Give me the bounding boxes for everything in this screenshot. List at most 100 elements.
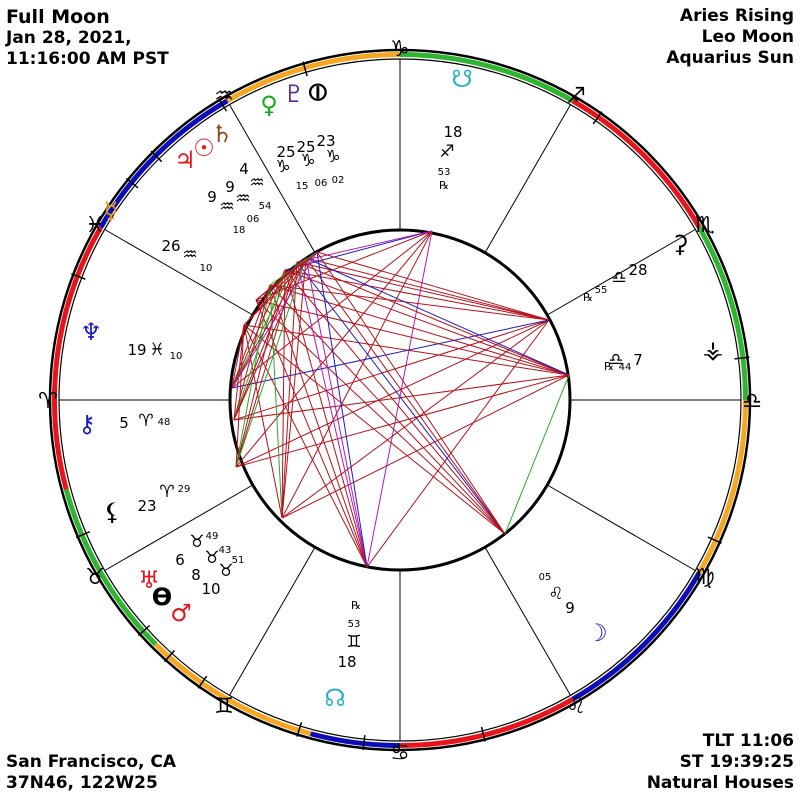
planet-tick xyxy=(150,150,163,163)
element-arcs xyxy=(51,52,748,748)
aspect-line xyxy=(296,261,506,535)
aspect-line xyxy=(243,324,570,376)
chart-title: Full Moon xyxy=(6,6,110,28)
planet-degree: 18 xyxy=(337,653,356,671)
planet-glyph: ♂ xyxy=(170,599,192,627)
aspect-line xyxy=(316,251,368,568)
planet-tick xyxy=(163,649,176,663)
planet-glyph: ♆ xyxy=(80,318,102,346)
element-arc xyxy=(697,226,748,401)
element-arc xyxy=(309,731,401,748)
house-cusp xyxy=(546,484,696,571)
planet-sign: ♉ xyxy=(218,561,233,581)
aspect-line xyxy=(243,324,506,535)
planet-tick xyxy=(302,61,308,77)
planet-tick xyxy=(197,675,208,689)
house-cusp xyxy=(546,229,696,316)
planet-glyph: ⚸ xyxy=(103,498,121,526)
planet-tick xyxy=(296,722,303,737)
sun-sign: Aquarius Sun xyxy=(666,48,794,68)
element-arc xyxy=(153,642,312,737)
planet-degree: 10 xyxy=(201,580,220,598)
aspect-line xyxy=(269,284,550,321)
planet-glyph: ⚶ xyxy=(703,336,723,364)
planet-glyph: ♃ xyxy=(174,146,196,174)
house-system: Natural Houses xyxy=(646,773,794,793)
coordinates: 37N46, 122W25 xyxy=(6,773,158,793)
element-arc xyxy=(51,369,69,491)
planet-glyph: ☉ xyxy=(193,134,215,162)
planet-degree: 7 xyxy=(633,351,643,369)
chart-time: 11:16:00 AM PST xyxy=(6,49,169,69)
aspect-line xyxy=(233,257,307,421)
planet-glyph: ♇ xyxy=(283,80,305,108)
zodiac-sign-glyph: ♒ xyxy=(214,84,234,109)
planet-glyph: ☽ xyxy=(586,619,608,647)
aspect-line xyxy=(231,257,307,389)
planet-glyph: ♅ xyxy=(138,566,160,594)
aspect-line xyxy=(233,374,570,421)
aspect-line xyxy=(281,257,307,519)
aspect-line xyxy=(316,251,506,535)
aspect-line xyxy=(269,284,368,568)
moon-sign: Leo Moon xyxy=(701,27,794,47)
zodiac-sign-glyph: ♓ xyxy=(85,213,105,238)
planet-minute: 43 xyxy=(219,545,232,556)
planet-sign: ♎ xyxy=(611,268,626,288)
aspect-line xyxy=(243,324,368,568)
planet-minute: 06 xyxy=(315,178,328,189)
aspect-line xyxy=(231,319,550,389)
aspect-line xyxy=(233,261,298,421)
planet-tick xyxy=(362,735,366,751)
planet-sign: ♒ xyxy=(235,189,250,209)
planet-minute: 53 xyxy=(438,167,451,178)
aspect-line xyxy=(296,261,570,376)
aspect-line xyxy=(269,284,570,376)
house-cusp xyxy=(229,104,316,254)
planet-degree: 26 xyxy=(161,237,180,255)
planet-tick xyxy=(137,624,151,637)
aspect-line xyxy=(269,284,506,535)
planet-minute: 54 xyxy=(259,201,272,212)
planet-glyph: ♀ xyxy=(260,91,278,119)
planet-sign: ♈ xyxy=(159,482,174,502)
planet-degree: 25 xyxy=(296,138,315,156)
location: San Francisco, CA xyxy=(6,752,177,772)
aspect-line xyxy=(284,269,506,535)
aspect-line xyxy=(233,319,550,421)
element-arc xyxy=(226,52,401,103)
element-arc xyxy=(571,98,702,229)
planet-tick xyxy=(75,530,91,539)
retrograde-marker: ℞ xyxy=(351,599,361,612)
planet-minute: 02 xyxy=(332,175,345,186)
aspect-line xyxy=(284,269,368,568)
aspect-line xyxy=(366,319,550,568)
planet-minute: 05 xyxy=(539,572,552,583)
planet-ticks xyxy=(71,61,750,751)
planet-glyph: ☿ xyxy=(104,197,119,225)
chart-date: Jan 28, 2021, xyxy=(6,28,132,48)
zodiac-sign-glyph: ♎ xyxy=(742,389,762,414)
chart-info-bottom-left: San Francisco, CA 37N46, 122W25 xyxy=(6,752,176,794)
planet-sign: ♑ xyxy=(325,147,340,167)
aspect-line xyxy=(281,261,298,519)
sidereal-time: ST 19:39:25 xyxy=(679,752,794,772)
planet-sign: ♒ xyxy=(219,197,234,217)
planet-degree: 19 xyxy=(127,341,146,359)
element-arc xyxy=(98,98,229,229)
aspect-line xyxy=(284,269,550,321)
element-arc xyxy=(63,488,158,647)
planet-sign: ♐ xyxy=(439,142,454,162)
planet-sign: ♉ xyxy=(204,548,219,568)
planet-tick xyxy=(707,536,722,544)
aspect-line xyxy=(233,269,286,421)
planet-degree: 9 xyxy=(565,599,575,617)
aspect-line xyxy=(305,257,368,568)
planet-glyph: ⚳ xyxy=(671,230,689,258)
aspect-circle xyxy=(228,228,572,572)
planet-minute: 10 xyxy=(170,351,183,362)
zodiac-sign-glyph: ♈ xyxy=(38,389,58,414)
house-cusp xyxy=(229,546,316,696)
aspect-line xyxy=(281,319,550,519)
planet-degree: 4 xyxy=(239,160,249,178)
